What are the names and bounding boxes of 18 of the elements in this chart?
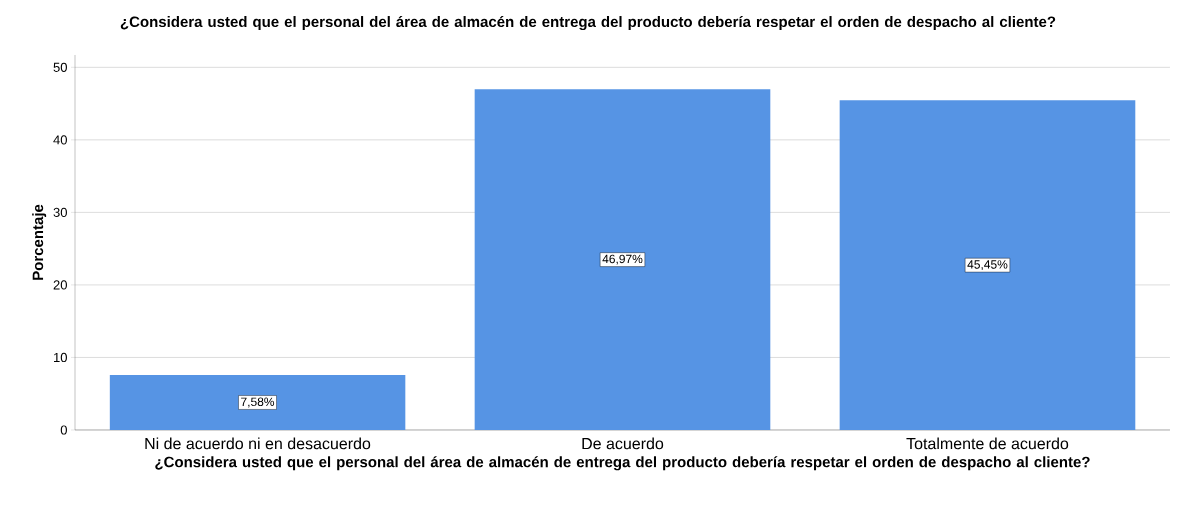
data-label: 45,45% (967, 260, 1008, 271)
data-label: 7,58% (241, 397, 275, 408)
x-tick-label: De acuerdo (582, 437, 664, 450)
x-tick-label: Totalmente de acuerdo (906, 437, 1069, 450)
y-tick-label: 0 (60, 425, 67, 435)
y-tick-label: 30 (53, 207, 67, 217)
x-tick-label: Ni de acuerdo ni en desacuerdo (145, 437, 371, 450)
y-tick-label: 40 (53, 135, 67, 145)
y-tick-label: 50 (53, 62, 67, 72)
bar (109, 375, 406, 430)
data-label: 46,97% (602, 254, 643, 265)
y-tick-label: 10 (54, 352, 67, 363)
bar (474, 89, 771, 430)
chart-title: ¿Considera usted que el personal del área de almacén de entrega del producto debería respetar el orden de despacho al cliente? (120, 15, 1056, 31)
x-axis-title: ¿Considera usted que el personal del área de almacén de entrega del producto debería respetar el orden de despacho al cliente? (155, 456, 1090, 471)
bar (839, 100, 1136, 430)
y-tick-label: 20 (53, 280, 67, 290)
y-axis-title: Porcentaje (32, 204, 47, 280)
